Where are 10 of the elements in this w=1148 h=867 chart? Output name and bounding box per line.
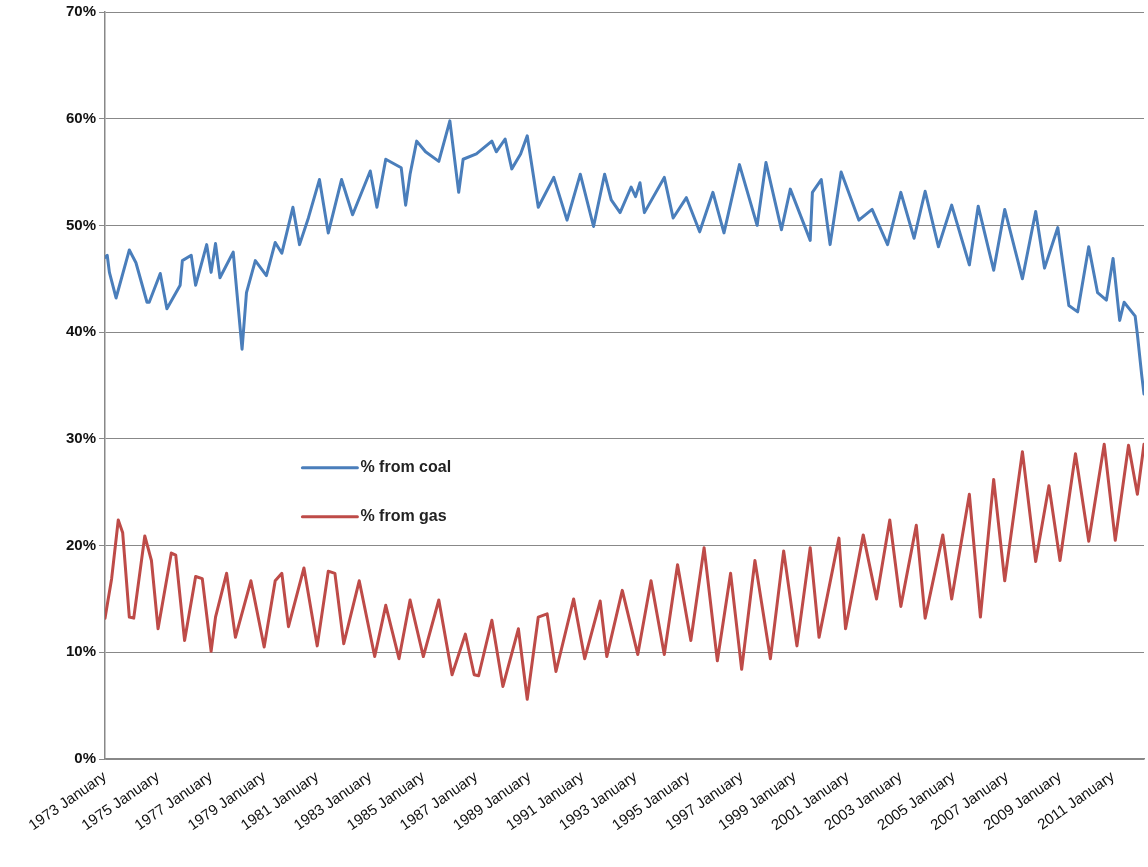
legend-label: % from gas	[360, 507, 447, 525]
y-tick-label: 70%	[65, 2, 96, 20]
legend-label: % from coal	[360, 458, 452, 476]
y-tick-label: 10%	[65, 642, 96, 660]
y-tick-label: 50%	[65, 215, 96, 233]
y-tick-label: 20%	[65, 535, 96, 553]
y-tick-label: 40%	[65, 322, 96, 340]
y-tick-label: 30%	[65, 429, 96, 446]
y-tick-label: 0%	[74, 749, 96, 767]
y-tick-label: 60%	[65, 108, 96, 126]
